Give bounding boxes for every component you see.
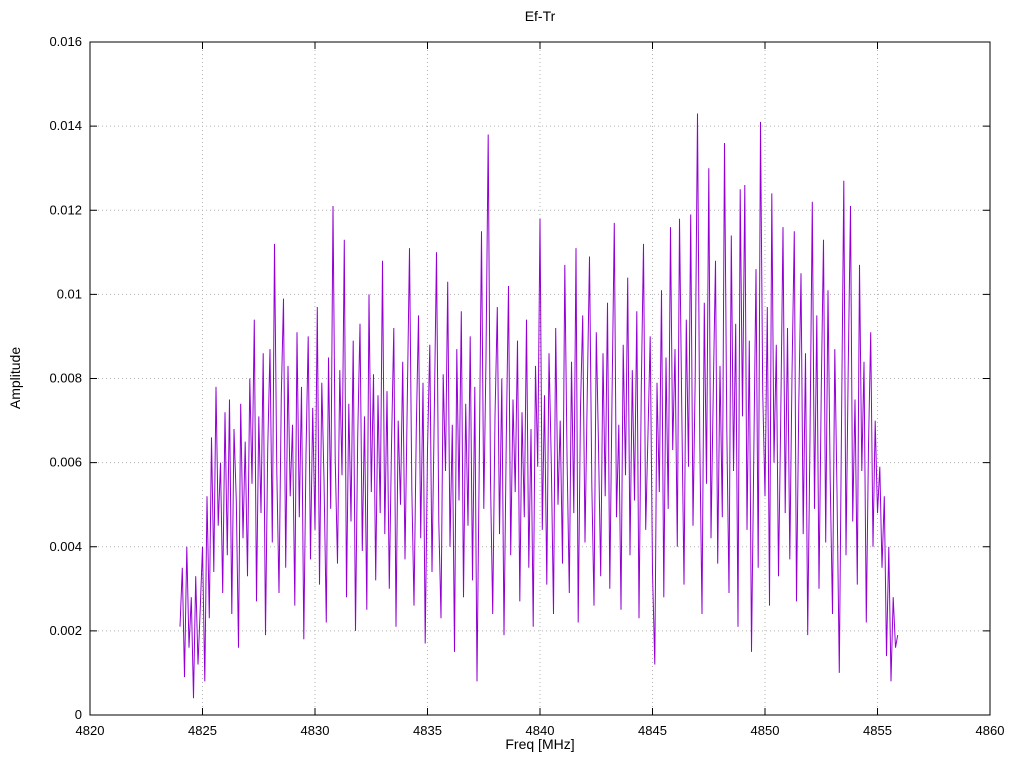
y-tick-label: 0.016: [49, 34, 82, 49]
x-tick-label: 4860: [976, 723, 1005, 738]
x-tick-label: 4845: [638, 723, 667, 738]
y-tick-label: 0.006: [49, 455, 82, 470]
y-tick-label: 0.002: [49, 623, 82, 638]
x-tick-label: 4825: [188, 723, 217, 738]
x-tick-label: 4850: [751, 723, 780, 738]
x-tick-label: 4820: [76, 723, 105, 738]
y-tick-label: 0.01: [57, 286, 82, 301]
chart-title: Ef-Tr: [524, 8, 556, 24]
x-tick-label: 4840: [526, 723, 555, 738]
x-tick-label: 4830: [301, 723, 330, 738]
data-series-line: [179, 113, 899, 699]
y-axis-label: Amplitude: [7, 346, 23, 410]
y-tick-label: 0: [75, 707, 82, 722]
y-tick-label: 0.014: [49, 118, 82, 133]
x-axis-label: Freq [MHz]: [505, 736, 575, 752]
x-tick-label: 4835: [413, 723, 442, 738]
y-tick-label: 0.012: [49, 202, 82, 217]
y-tick-label: 0.008: [49, 371, 82, 386]
y-tick-label: 0.004: [49, 539, 82, 554]
plot-border: [89, 41, 991, 716]
x-tick-label: 4855: [863, 723, 892, 738]
